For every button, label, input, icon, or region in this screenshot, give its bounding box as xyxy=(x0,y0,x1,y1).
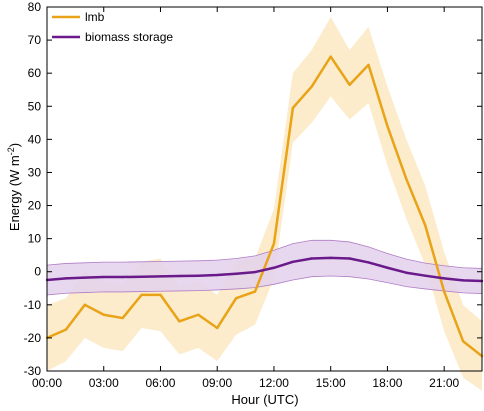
x-tick-label: 09:00 xyxy=(202,376,232,390)
point-biomass-storage xyxy=(461,279,465,282)
point-lmb xyxy=(140,293,143,297)
y-tick-label: 80 xyxy=(28,0,42,14)
x-tick-label: 15:00 xyxy=(316,376,346,390)
point-biomass-storage xyxy=(272,266,276,269)
y-axis-title: Energy (W m-2) xyxy=(6,143,22,231)
y-axis-title-close: ) xyxy=(7,143,22,147)
band-lmb xyxy=(47,16,482,391)
x-tick-label: 21:00 xyxy=(429,376,459,390)
point-lmb xyxy=(83,303,87,307)
legend-label-lmb: lmb xyxy=(85,10,105,24)
point-biomass-storage xyxy=(310,257,313,260)
y-tick-label: -20 xyxy=(24,331,42,345)
point-lmb xyxy=(272,242,276,245)
legend: lmb biomass storage xyxy=(52,10,173,44)
y-tick-label: 30 xyxy=(28,165,42,179)
y-tick-label: 10 xyxy=(28,232,42,246)
y-axis-title-sup: -2 xyxy=(6,147,16,155)
x-tick-label: 12:00 xyxy=(259,376,289,390)
point-lmb xyxy=(197,313,200,316)
point-lmb xyxy=(178,320,181,323)
point-biomass-storage xyxy=(367,261,370,264)
point-biomass-storage xyxy=(424,274,427,277)
point-biomass-storage xyxy=(442,277,446,280)
y-tick-label: -30 xyxy=(24,364,42,378)
x-axis: 00:00 03:00 06:00 09:00 12:00 15:00 18:00 21:00 xyxy=(32,7,460,390)
point-lmb xyxy=(159,293,162,297)
legend-label-biomass-storage: biomass storage xyxy=(85,30,173,44)
point-lmb xyxy=(234,297,238,300)
line-biomass-storage xyxy=(46,256,483,283)
plot-frame xyxy=(46,6,483,372)
point-biomass-storage xyxy=(140,275,143,278)
point-lmb xyxy=(461,340,465,343)
x-tick-label: 06:00 xyxy=(145,376,175,390)
point-biomass-storage xyxy=(329,256,332,260)
x-tick-label: 03:00 xyxy=(89,376,119,390)
point-lmb xyxy=(310,85,313,88)
point-biomass-storage xyxy=(64,277,68,280)
x-tick-label: 18:00 xyxy=(372,376,402,390)
point-lmb xyxy=(442,290,446,293)
point-biomass-storage xyxy=(178,274,181,278)
point-lmb xyxy=(405,177,408,181)
point-lmb xyxy=(367,63,370,67)
y-tick-label: 20 xyxy=(28,199,42,213)
point-lmb xyxy=(386,124,389,128)
point-biomass-storage xyxy=(234,272,238,275)
y-tick-label: 50 xyxy=(28,99,42,113)
y-tick-label: 0 xyxy=(34,265,41,279)
point-lmb xyxy=(102,313,105,316)
series-lines xyxy=(45,55,484,358)
x-tick-label: 00:00 xyxy=(32,376,62,390)
point-lmb xyxy=(348,83,351,86)
point-lmb xyxy=(329,55,332,58)
point-lmb xyxy=(424,224,427,227)
point-biomass-storage xyxy=(83,276,87,279)
point-biomass-storage xyxy=(386,266,389,269)
x-axis-title: Hour (UTC) xyxy=(231,392,298,407)
point-lmb xyxy=(291,106,295,110)
y-axis: -30 -20 -10 0 10 20 30 40 50 60 70 80 xyxy=(24,0,482,378)
point-lmb xyxy=(216,326,219,330)
y-tick-label: 60 xyxy=(28,66,42,80)
y-axis-title-main: Energy (W m xyxy=(7,155,22,231)
point-biomass-storage xyxy=(197,274,200,277)
y-tick-label: -10 xyxy=(24,298,42,312)
point-biomass-storage xyxy=(405,271,408,274)
point-biomass-storage xyxy=(216,273,219,277)
point-biomass-storage xyxy=(253,270,257,274)
point-biomass-storage xyxy=(121,275,124,279)
point-biomass-storage xyxy=(291,260,295,263)
point-lmb xyxy=(121,316,124,320)
point-lmb xyxy=(253,290,257,293)
point-biomass-storage xyxy=(348,257,351,260)
line-lmb xyxy=(46,55,483,358)
point-biomass-storage xyxy=(159,275,162,278)
point-biomass-storage xyxy=(102,275,105,279)
y-tick-label: 70 xyxy=(28,33,42,47)
point-lmb xyxy=(64,328,68,331)
y-tick-label: 40 xyxy=(28,132,42,146)
